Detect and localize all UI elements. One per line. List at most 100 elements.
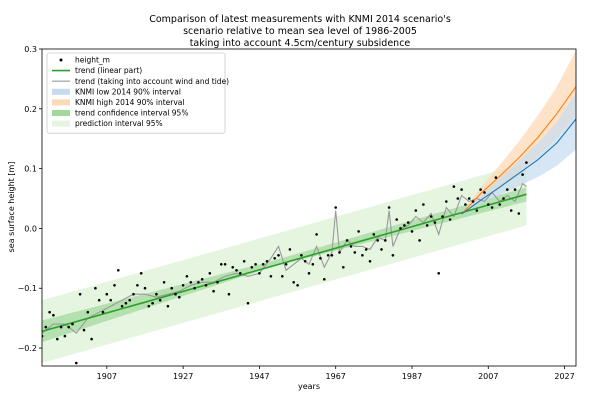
data-point [120, 304, 124, 308]
data-point [75, 361, 78, 365]
data-point [399, 227, 402, 230]
y-tick-label: 0.1 [24, 165, 37, 174]
y-axis-label: sea surface height [m] [7, 162, 16, 253]
data-point [143, 286, 147, 290]
data-point [78, 292, 82, 296]
data-point [342, 266, 345, 269]
data-point [82, 328, 86, 332]
data-point [315, 233, 318, 236]
data-point [265, 260, 269, 263]
data-point [258, 272, 261, 275]
data-point [506, 188, 509, 191]
data-point [128, 298, 131, 302]
data-point [162, 281, 166, 284]
data-point [113, 284, 116, 287]
data-point [395, 218, 399, 221]
legend-label: KNMI low 2014 90% interval [75, 87, 181, 96]
data-point [94, 286, 97, 290]
data-point [269, 275, 273, 278]
data-point [448, 218, 452, 221]
data-point [418, 239, 421, 242]
data-point [425, 224, 429, 227]
data-point [90, 337, 93, 341]
data-point [200, 278, 204, 281]
legend-marker-patch [52, 88, 70, 95]
legend-label: trend (taking into account wind and tide… [75, 77, 229, 86]
data-point [136, 284, 139, 287]
data-point [174, 292, 177, 296]
data-point [193, 286, 196, 290]
data-point [494, 176, 498, 179]
data-point [166, 304, 170, 308]
plot-area [42, 50, 576, 365]
data-point [181, 284, 185, 287]
x-tick-label: 1947 [249, 372, 269, 381]
data-point [330, 254, 334, 257]
x-axis-label: years [298, 382, 320, 391]
y-axis: −0.2 −0.1 0.0 0.1 0.2 0.3 [18, 45, 42, 353]
data-point [101, 310, 105, 314]
data-point [231, 266, 234, 269]
data-point [147, 304, 151, 308]
data-point [52, 313, 55, 317]
data-point [296, 284, 299, 287]
data-point [364, 248, 368, 251]
data-point [433, 221, 437, 224]
legend-label: KNMI high 2014 90% interval [75, 98, 184, 107]
title-line-3: taking into account 4.5cm/century subsid… [190, 38, 411, 49]
x-tick-label: 1907 [97, 372, 117, 381]
data-point [410, 230, 414, 233]
data-point [227, 292, 231, 296]
data-point [288, 248, 292, 251]
data-point [445, 200, 448, 203]
data-point [467, 197, 471, 200]
data-point [422, 203, 425, 206]
data-point [487, 203, 490, 206]
data-point [158, 298, 162, 302]
data-point [59, 325, 63, 329]
chart-title: Comparison of latest measurements with K… [149, 14, 451, 49]
legend-label: trend (linear part) [75, 66, 142, 75]
data-point [303, 260, 307, 263]
data-point [44, 325, 48, 329]
data-point [353, 251, 357, 254]
data-point [235, 269, 238, 272]
data-point [437, 272, 441, 275]
data-point [372, 233, 376, 236]
data-point [292, 281, 296, 284]
data-point [223, 263, 227, 266]
data-point [281, 275, 284, 278]
data-point [139, 272, 143, 275]
data-point [250, 266, 254, 269]
data-point [208, 272, 212, 275]
data-point [452, 185, 456, 188]
data-point [185, 275, 189, 278]
title-line-1: Comparison of latest measurements with K… [149, 14, 451, 25]
data-point [189, 281, 193, 284]
data-point [391, 254, 395, 257]
data-point [220, 263, 223, 266]
data-point [513, 188, 517, 191]
data-point [441, 215, 444, 218]
data-point [414, 209, 418, 212]
data-point [97, 298, 101, 302]
data-point [357, 230, 360, 233]
data-point [273, 257, 277, 260]
data-point [384, 239, 387, 242]
data-point [460, 188, 463, 191]
y-tick-label: 0.3 [24, 45, 37, 54]
data-point [307, 272, 311, 275]
title-line-2: scenario relative to mean sea level of 1… [183, 26, 417, 37]
data-point [471, 200, 475, 203]
y-tick-label: 0.0 [24, 224, 37, 233]
data-point [277, 254, 280, 257]
data-point [300, 254, 303, 257]
data-point [326, 254, 330, 257]
data-point [521, 173, 524, 176]
legend-marker-patch [52, 99, 70, 106]
data-point [178, 295, 181, 299]
x-axis: 1907 1927 1947 1967 1987 2007 2027 [97, 366, 575, 381]
data-point [483, 191, 486, 194]
